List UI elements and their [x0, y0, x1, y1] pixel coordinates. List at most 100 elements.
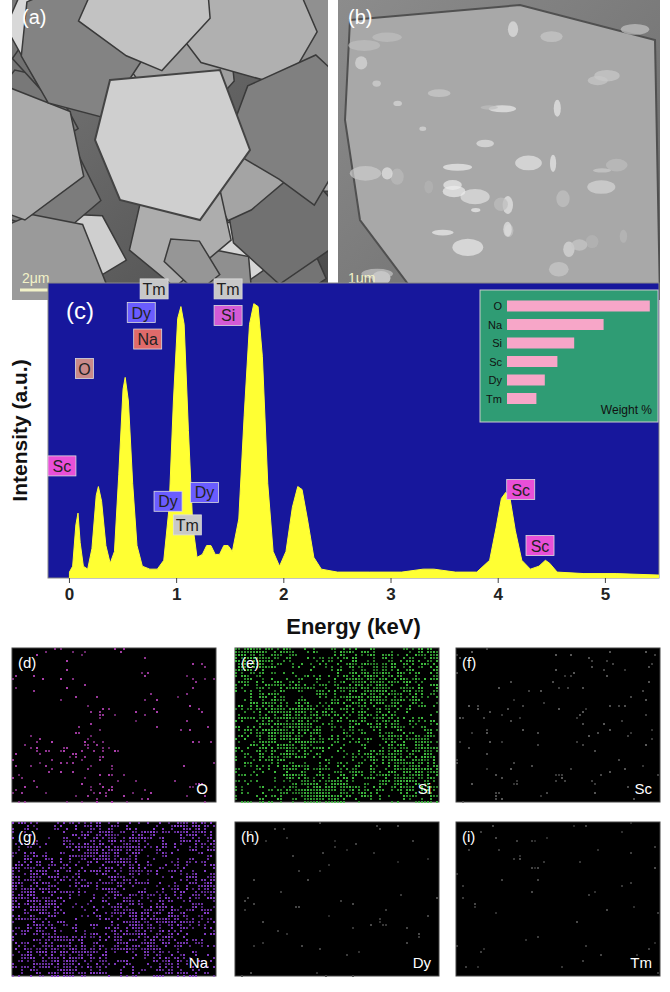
map-speckle	[280, 708, 282, 710]
map-speckle	[343, 756, 345, 758]
map-speckle	[343, 738, 345, 740]
panel-label: (a)	[22, 6, 46, 28]
map-speckle	[388, 720, 390, 722]
map-speckle	[343, 765, 345, 767]
map-speckle	[15, 675, 17, 677]
map-speckle	[87, 747, 89, 749]
map-speckle	[256, 768, 258, 770]
map-speckle	[244, 780, 246, 782]
map-speckle	[36, 750, 38, 752]
map-speckle	[346, 675, 348, 677]
map-speckle	[289, 747, 291, 749]
map-speckle	[265, 729, 267, 731]
map-speckle	[403, 726, 405, 728]
map-speckle	[349, 771, 351, 773]
map-speckle	[304, 675, 306, 677]
map-speckle	[15, 687, 17, 689]
map-speckle	[361, 693, 363, 695]
map-speckle	[391, 675, 393, 677]
map-speckle	[313, 720, 315, 722]
map-speckle	[385, 669, 387, 671]
map-speckle	[174, 780, 176, 782]
map-speckle	[421, 744, 423, 746]
map-speckle	[268, 657, 270, 659]
map-speckle	[325, 693, 327, 695]
map-speckle	[81, 801, 83, 803]
map-speckle	[349, 741, 351, 743]
map-speckle	[316, 717, 318, 719]
map-speckle	[259, 741, 261, 743]
map-speckle	[268, 735, 270, 737]
map-speckle	[274, 651, 276, 653]
map-speckle	[436, 768, 438, 770]
tick-label: 2	[279, 585, 288, 604]
map-speckle	[96, 744, 98, 746]
annotation: Sc	[507, 480, 535, 500]
sem-particle	[550, 155, 556, 172]
map-speckle	[60, 648, 62, 650]
map-speckle	[316, 774, 318, 776]
map-speckle	[298, 729, 300, 731]
map-speckle	[313, 747, 315, 749]
map-speckle	[352, 774, 354, 776]
map-speckle	[271, 738, 273, 740]
map-speckle	[307, 789, 309, 791]
annotation-box	[48, 456, 76, 476]
map-speckle	[114, 750, 116, 752]
map-speckle	[346, 783, 348, 785]
map-speckle	[400, 756, 402, 758]
map-speckle	[277, 789, 279, 791]
map-speckle	[250, 762, 252, 764]
map-speckle	[364, 675, 366, 677]
sem-particle	[621, 24, 649, 35]
map-speckle	[280, 699, 282, 701]
annotation-text: Sc	[511, 482, 530, 499]
map-speckle	[286, 720, 288, 722]
map-speckle	[93, 792, 95, 794]
map-speckle	[298, 765, 300, 767]
map-speckle	[99, 756, 101, 758]
map-speckle	[409, 705, 411, 707]
map-speckle	[349, 684, 351, 686]
map-speckle	[81, 750, 83, 752]
map-speckle	[301, 696, 303, 698]
map-speckle	[325, 663, 327, 665]
map-speckle	[352, 726, 354, 728]
map-speckle	[114, 648, 116, 650]
map-speckle	[427, 648, 429, 650]
map-speckle	[39, 738, 41, 740]
map-speckle	[283, 732, 285, 734]
map-speckle	[36, 747, 38, 749]
map-speckle	[379, 672, 381, 674]
map-speckle	[319, 741, 321, 743]
map-speckle	[415, 768, 417, 770]
map-speckle	[409, 681, 411, 683]
sem-particle	[586, 235, 599, 248]
map-speckle	[63, 750, 65, 752]
map-speckle	[373, 768, 375, 770]
map-speckle	[436, 684, 438, 686]
map-speckle	[334, 651, 336, 653]
map-speckle	[409, 777, 411, 779]
map-speckle	[307, 729, 309, 731]
map-speckle	[379, 708, 381, 710]
map-speckle	[256, 684, 258, 686]
map-speckle	[436, 654, 438, 656]
map-speckle	[361, 672, 363, 674]
map-speckle	[358, 771, 360, 773]
map-speckle	[283, 735, 285, 737]
map-speckle	[343, 654, 345, 656]
map-speckle	[352, 789, 354, 791]
map-speckle	[334, 702, 336, 704]
map-speckle	[379, 684, 381, 686]
map-speckle	[313, 648, 315, 650]
map-speckle	[355, 660, 357, 662]
map-speckle	[259, 768, 261, 770]
map-speckle	[262, 687, 264, 689]
map-speckle	[274, 693, 276, 695]
map-speckle	[250, 678, 252, 680]
map-speckle	[352, 786, 354, 788]
map-speckle	[235, 675, 237, 677]
map-speckle	[406, 678, 408, 680]
map-speckle	[87, 738, 89, 740]
